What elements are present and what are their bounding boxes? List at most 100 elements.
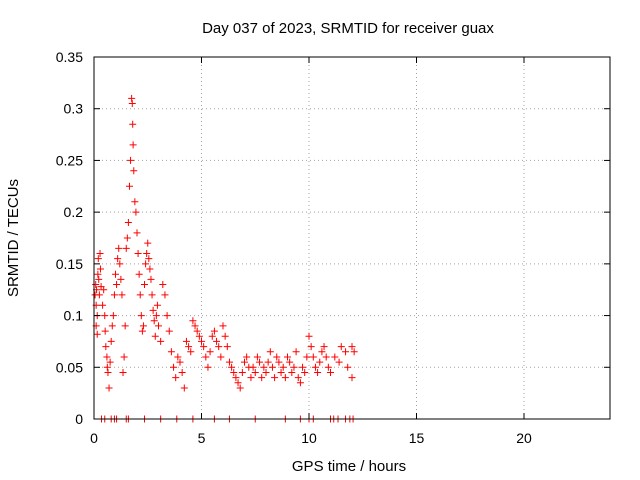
data-point [256, 358, 264, 366]
data-point [176, 358, 184, 366]
data-point [108, 322, 116, 330]
x-tick-labels: 0 5 10 15 20 [90, 430, 532, 446]
data-point [128, 100, 136, 108]
data-point [123, 234, 131, 242]
data-point [100, 286, 108, 294]
data-point [148, 291, 156, 299]
data-point [294, 374, 302, 382]
data-point [105, 384, 113, 392]
data-point [134, 250, 142, 258]
data-point [95, 275, 103, 283]
data-point [152, 312, 160, 320]
data-point [120, 353, 128, 361]
data-point [344, 363, 352, 371]
data-point [115, 244, 123, 252]
data-point [128, 94, 136, 102]
data-point [129, 120, 137, 128]
data-point [189, 317, 197, 325]
plot-frame [93, 56, 611, 420]
data-point [124, 218, 132, 226]
data-point [286, 358, 294, 366]
data-point [155, 322, 162, 330]
data-point [159, 281, 167, 289]
data-point [277, 368, 285, 376]
data-point [137, 312, 145, 320]
data-point [138, 327, 146, 335]
data-point [96, 265, 104, 273]
data-point [320, 343, 328, 351]
data-point [260, 363, 268, 371]
data-point [348, 343, 356, 351]
data-point [125, 182, 133, 190]
data-point [193, 327, 201, 335]
data-point [262, 368, 270, 376]
data-point [107, 337, 115, 345]
data-point [116, 260, 124, 268]
data-point [228, 363, 236, 371]
data-point [153, 301, 161, 309]
data-point [135, 270, 143, 278]
y-tick-label: 0.15 [56, 256, 83, 272]
data-point [234, 379, 242, 387]
x-tick-label: 15 [409, 430, 425, 446]
data-point [93, 330, 101, 338]
data-point [279, 363, 287, 371]
data-point [327, 368, 334, 376]
grid-lines [94, 57, 610, 419]
data-point [127, 156, 135, 164]
y-tick-label: 0.25 [56, 152, 83, 168]
data-point [139, 322, 147, 330]
data-point [95, 291, 103, 299]
data-point [99, 301, 107, 309]
data-point [136, 291, 144, 299]
data-point [180, 384, 188, 392]
data-point [172, 374, 180, 382]
data-point [303, 353, 311, 361]
data-point [191, 322, 199, 330]
data-point [104, 368, 112, 376]
data-point [307, 343, 315, 351]
data-point [273, 353, 281, 361]
data-point [131, 198, 139, 206]
y-tick-label: 0.3 [64, 101, 84, 117]
data-point [232, 374, 240, 382]
data-point [165, 327, 173, 335]
y-axis-label: SRMTID / TECUs [5, 179, 22, 297]
data-point [301, 368, 309, 376]
data-point [200, 343, 208, 351]
axis-ticks [93, 56, 610, 420]
data-point [322, 353, 330, 361]
data-point [204, 363, 212, 371]
data-point [150, 317, 158, 325]
data-point [225, 358, 233, 366]
data-point [241, 358, 248, 366]
data-point [335, 358, 343, 366]
data-point [202, 353, 210, 361]
data-point [102, 343, 110, 351]
data-point [142, 260, 150, 268]
data-point [146, 265, 154, 273]
y-tick-label: 0.05 [56, 359, 83, 375]
data-point [109, 312, 117, 320]
x-tick-label: 10 [301, 430, 317, 446]
data-point [96, 250, 104, 258]
x-tick-label: 5 [198, 430, 206, 446]
data-point [206, 348, 214, 356]
data-point [147, 275, 155, 283]
data-point [133, 229, 141, 237]
data-point [271, 374, 279, 382]
data-point [130, 167, 138, 175]
y-tick-label: 0.35 [56, 49, 83, 65]
data-point [266, 348, 274, 356]
data-point [311, 363, 319, 371]
data-point [114, 255, 122, 263]
data-point [129, 141, 137, 149]
data-point [121, 322, 129, 330]
y-tick-label: 0.1 [64, 308, 84, 324]
data-point [316, 358, 324, 366]
data-point [236, 384, 244, 392]
data-point [144, 239, 152, 247]
data-point [187, 348, 195, 356]
x-axis-label: GPS time / hours [292, 458, 406, 475]
